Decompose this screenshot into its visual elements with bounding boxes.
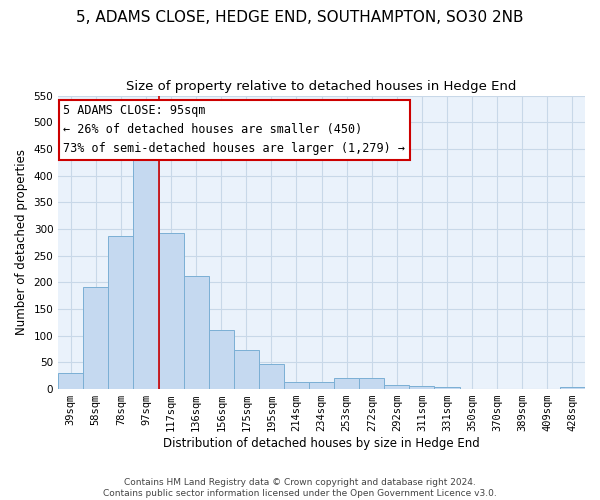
- Text: 5 ADAMS CLOSE: 95sqm
← 26% of detached houses are smaller (450)
73% of semi-deta: 5 ADAMS CLOSE: 95sqm ← 26% of detached h…: [64, 104, 406, 156]
- Bar: [385, 385, 409, 389]
- Bar: [309, 382, 334, 389]
- Text: 5, ADAMS CLOSE, HEDGE END, SOUTHAMPTON, SO30 2NB: 5, ADAMS CLOSE, HEDGE END, SOUTHAMPTON, …: [76, 10, 524, 25]
- Bar: [209, 330, 234, 389]
- Bar: [109, 236, 133, 389]
- Bar: [234, 350, 259, 389]
- Bar: [334, 378, 359, 389]
- Bar: [560, 387, 585, 389]
- Bar: [58, 373, 83, 389]
- Bar: [158, 233, 184, 389]
- Bar: [359, 378, 385, 389]
- Title: Size of property relative to detached houses in Hedge End: Size of property relative to detached ho…: [127, 80, 517, 93]
- Text: Contains HM Land Registry data © Crown copyright and database right 2024.
Contai: Contains HM Land Registry data © Crown c…: [103, 478, 497, 498]
- Bar: [409, 386, 434, 389]
- X-axis label: Distribution of detached houses by size in Hedge End: Distribution of detached houses by size …: [163, 437, 480, 450]
- Bar: [83, 286, 109, 389]
- Bar: [434, 388, 460, 389]
- Bar: [133, 144, 158, 389]
- Bar: [284, 382, 309, 389]
- Bar: [184, 276, 209, 389]
- Bar: [259, 364, 284, 389]
- Y-axis label: Number of detached properties: Number of detached properties: [15, 150, 28, 336]
